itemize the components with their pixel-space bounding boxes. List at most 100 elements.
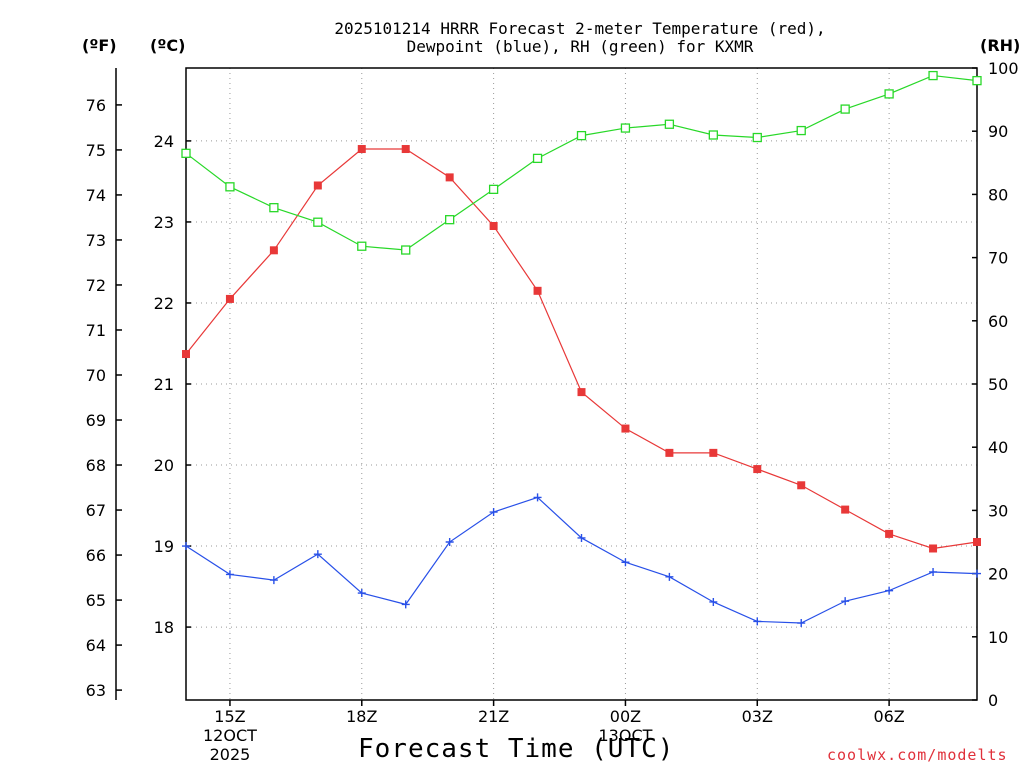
dewpoint-point — [753, 617, 762, 626]
x-tick-label: 21Z — [478, 707, 509, 726]
temperature-point — [929, 544, 938, 553]
rh-tick-label: 90 — [988, 122, 1008, 141]
rh-point — [401, 245, 411, 255]
temperature-point — [401, 145, 410, 154]
celsius-tick-label: 24 — [154, 132, 174, 151]
dewpoint-point — [797, 619, 806, 628]
dewpoint-point — [182, 542, 190, 551]
rh-tick-label: 100 — [988, 59, 1019, 78]
x-tick-date: 13OCT — [598, 726, 652, 745]
fahrenheit-tick-label: 76 — [86, 96, 106, 115]
rh-point — [752, 132, 762, 143]
dewpoint-point — [357, 589, 366, 598]
temperature-point — [709, 448, 718, 457]
rh-tick-label: 10 — [988, 628, 1008, 647]
celsius-tick-label: 23 — [154, 213, 174, 232]
fahrenheit-tick-label: 63 — [86, 681, 106, 700]
dewpoint-point — [885, 586, 894, 595]
rh-point — [576, 130, 587, 141]
celsius-unit-label: (ºC) — [150, 36, 186, 55]
x-tick-label: 06Z — [873, 707, 904, 726]
dewpoint-point — [621, 558, 630, 567]
dewpoint-point — [665, 572, 674, 581]
rh-tick-label: 60 — [988, 312, 1008, 331]
temperature-point — [269, 246, 278, 255]
rh-point — [972, 75, 982, 86]
dewpoint-point — [445, 538, 454, 546]
temperature-point — [665, 448, 674, 457]
temperature-point — [489, 222, 498, 230]
dewpoint-point — [401, 600, 410, 609]
fahrenheit-tick-label: 71 — [86, 321, 106, 340]
dewpoint-point — [577, 533, 586, 542]
temperature-point — [577, 388, 586, 397]
dewpoint-point — [841, 597, 850, 606]
temperature-point — [841, 505, 850, 514]
dewpoint-point — [489, 508, 498, 517]
rh-unit-label: (RH) — [980, 36, 1021, 55]
fahrenheit-tick-label: 72 — [86, 276, 106, 295]
temperature-point — [182, 350, 190, 359]
fahrenheit-tick-label: 69 — [86, 411, 106, 430]
rh-point — [796, 125, 806, 136]
fahrenheit-tick-label: 65 — [86, 591, 106, 610]
temperature-point — [533, 286, 542, 295]
celsius-tick-label: 18 — [154, 618, 174, 637]
chart-title-line-1: 2025101214 HRRR Forecast 2-meter Tempera… — [334, 19, 826, 38]
rh-point — [313, 217, 323, 227]
temperature-point — [357, 145, 366, 154]
rh-point — [488, 184, 499, 194]
x-tick-label: 18Z — [346, 707, 377, 726]
dewpoint-point — [269, 576, 278, 585]
fahrenheit-tick-label: 73 — [86, 231, 106, 250]
celsius-tick-label: 21 — [154, 375, 174, 394]
temperature-point — [885, 529, 894, 538]
rh-point — [532, 153, 543, 164]
fahrenheit-tick-label: 75 — [86, 141, 106, 160]
dewpoint-point — [533, 493, 542, 502]
celsius-tick-label: 20 — [154, 456, 174, 475]
temperature-point — [445, 173, 454, 182]
dewpoint-point — [973, 569, 981, 578]
fahrenheit-unit-label: (ºF) — [82, 36, 117, 55]
fahrenheit-tick-label: 64 — [86, 636, 106, 655]
dewpoint-point — [225, 570, 234, 579]
rh-tick-label: 80 — [988, 185, 1008, 204]
temperature-point — [797, 481, 806, 490]
rh-point — [664, 119, 675, 129]
fahrenheit-tick-label: 67 — [86, 501, 106, 520]
chart-title-line-2: Dewpoint (blue), RH (green) for KXMR — [406, 37, 754, 56]
x-tick-label: 00Z — [610, 707, 641, 726]
temperature-series-line — [185, 148, 978, 550]
rh-tick-label: 20 — [988, 565, 1008, 584]
rh-point — [269, 203, 279, 213]
rh-tick-label: 50 — [988, 375, 1008, 394]
temperature-point — [973, 538, 981, 546]
fahrenheit-tick-label: 74 — [86, 186, 106, 205]
rh-point — [840, 104, 850, 114]
rh-point — [620, 123, 631, 133]
rh-point — [181, 148, 191, 158]
dewpoint-point — [313, 550, 322, 559]
rh-tick-label: 40 — [988, 438, 1008, 457]
source-credit: coolwx.com/modelts — [827, 746, 1008, 764]
rh-point — [708, 130, 718, 140]
fahrenheit-tick-label: 70 — [86, 366, 106, 385]
x-tick-label: 15Z — [214, 707, 245, 726]
x-tick-label: 03Z — [742, 707, 773, 726]
dewpoint-point — [929, 567, 938, 576]
temperature-point — [225, 294, 234, 303]
celsius-tick-label: 19 — [154, 537, 174, 556]
rh-point — [445, 215, 455, 225]
rh-series-line — [185, 74, 978, 251]
x-axis-title: Forecast Time (UTC) — [358, 734, 675, 764]
fahrenheit-tick-label: 68 — [86, 456, 106, 475]
rh-point — [928, 70, 938, 81]
fahrenheit-tick-label: 66 — [86, 546, 106, 565]
rh-point — [225, 182, 235, 192]
dewpoint-point — [709, 597, 718, 606]
x-tick-year: 2025 — [210, 745, 251, 764]
temperature-point — [313, 181, 322, 190]
rh-point — [357, 241, 367, 251]
